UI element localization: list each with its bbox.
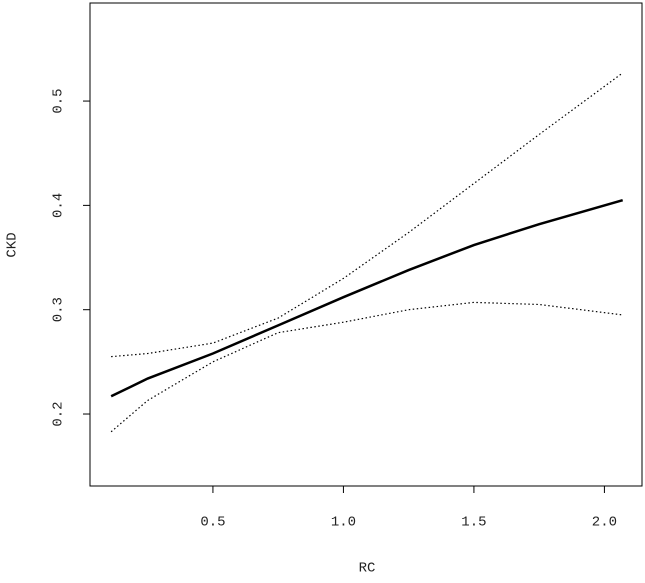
x-tick-label: 0.5 [200,515,225,531]
x-tick-label: 1.0 [331,515,356,531]
line [110,301,623,433]
x-tick-label: 1.5 [461,515,486,531]
x-axis-label: RC [359,561,376,577]
y-tick-label: 0.2 [51,401,67,426]
plot-frame [89,2,643,487]
y-tick-label: 0.3 [51,297,67,322]
line [110,198,624,398]
line [111,72,624,358]
y-tick-label: 0.4 [51,193,67,218]
x-tick-label: 2.0 [592,515,617,531]
y-axis-label: CKD [5,232,21,257]
y-tick-label: 0.5 [51,88,67,113]
